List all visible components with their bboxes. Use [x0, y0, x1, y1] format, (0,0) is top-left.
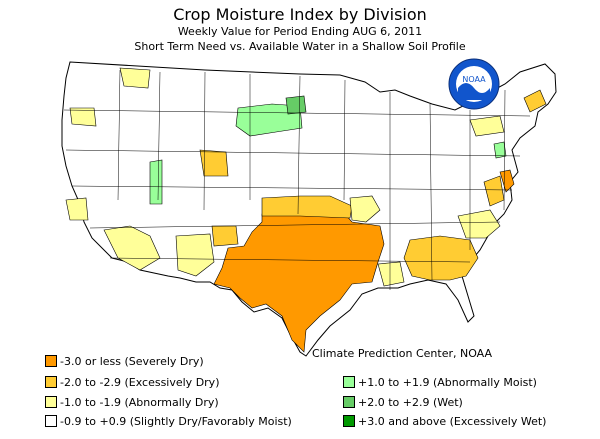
- region-abnormally-dry-northwest: [119, 67, 151, 89]
- region-abnormally-dry-nevada: [65, 197, 89, 221]
- legend-swatch: [343, 396, 355, 408]
- map-subtitle: Weekly Value for Period Ending AUG 6, 20…: [177, 25, 423, 38]
- legend-label: -1.0 to -1.9 (Abnormally Dry): [60, 395, 219, 409]
- legend-item: -0.9 to +0.9 (Slightly Dry/Favorably Moi…: [45, 414, 292, 428]
- credit-text: Climate Prediction Center, NOAA: [312, 347, 493, 360]
- legend-swatch: [45, 376, 57, 388]
- map-subtitle-2: Short Term Need vs. Available Water in a…: [134, 40, 466, 53]
- legend-label: -0.9 to +0.9 (Slightly Dry/Favorably Moi…: [60, 414, 292, 428]
- legend-label: -3.0 or less (Severely Dry): [60, 354, 204, 368]
- region-abnormally-moist-north-plains: [235, 103, 303, 137]
- legend-label: +1.0 to +1.9 (Abnormally Moist): [358, 375, 537, 389]
- legend-item: -1.0 to -1.9 (Abnormally Dry): [45, 395, 219, 409]
- legend-swatch: [343, 415, 355, 427]
- region-excessively-dry-southeast: [403, 235, 479, 281]
- legend-item: +2.0 to +2.9 (Wet): [343, 395, 463, 409]
- legend-item: -3.0 or less (Severely Dry): [45, 354, 204, 368]
- region-abnormally-dry-oregon: [69, 107, 97, 127]
- region-abnormally-dry-new-mexico: [175, 233, 215, 277]
- legend-swatch: [45, 415, 57, 427]
- region-abnormally-moist-utah: [149, 159, 163, 205]
- legend-item: +1.0 to +1.9 (Abnormally Moist): [343, 375, 537, 389]
- map-title: Crop Moisture Index by Division: [173, 5, 427, 24]
- region-abnormally-dry-carolinas: [457, 209, 501, 239]
- legend-label: -2.0 to -2.9 (Excessively Dry): [60, 375, 220, 389]
- legend-item: +3.0 and above (Excessively Wet): [343, 414, 546, 428]
- region-excessively-dry-colorado: [211, 225, 239, 247]
- noaa-logo: NOAA: [448, 58, 500, 110]
- region-wet-north-dakota: [285, 95, 307, 115]
- legend-swatch: [45, 355, 57, 367]
- region-excessively-dry-wyoming: [199, 149, 229, 177]
- legend-label: +2.0 to +2.9 (Wet): [358, 395, 463, 409]
- region-abnormally-dry-northeast: [469, 115, 505, 137]
- legend-swatch: [343, 376, 355, 388]
- state-borders: [63, 69, 531, 290]
- region-abnormally-dry-gulf: [377, 261, 405, 287]
- region-abnormally-dry-midwest: [349, 195, 381, 223]
- svg-text:NOAA: NOAA: [462, 75, 486, 84]
- region-excessively-dry-new-england: [523, 89, 547, 113]
- legend-label: +3.0 and above (Excessively Wet): [358, 414, 547, 428]
- legend-swatch: [45, 396, 57, 408]
- legend-item: -2.0 to -2.9 (Excessively Dry): [45, 375, 219, 389]
